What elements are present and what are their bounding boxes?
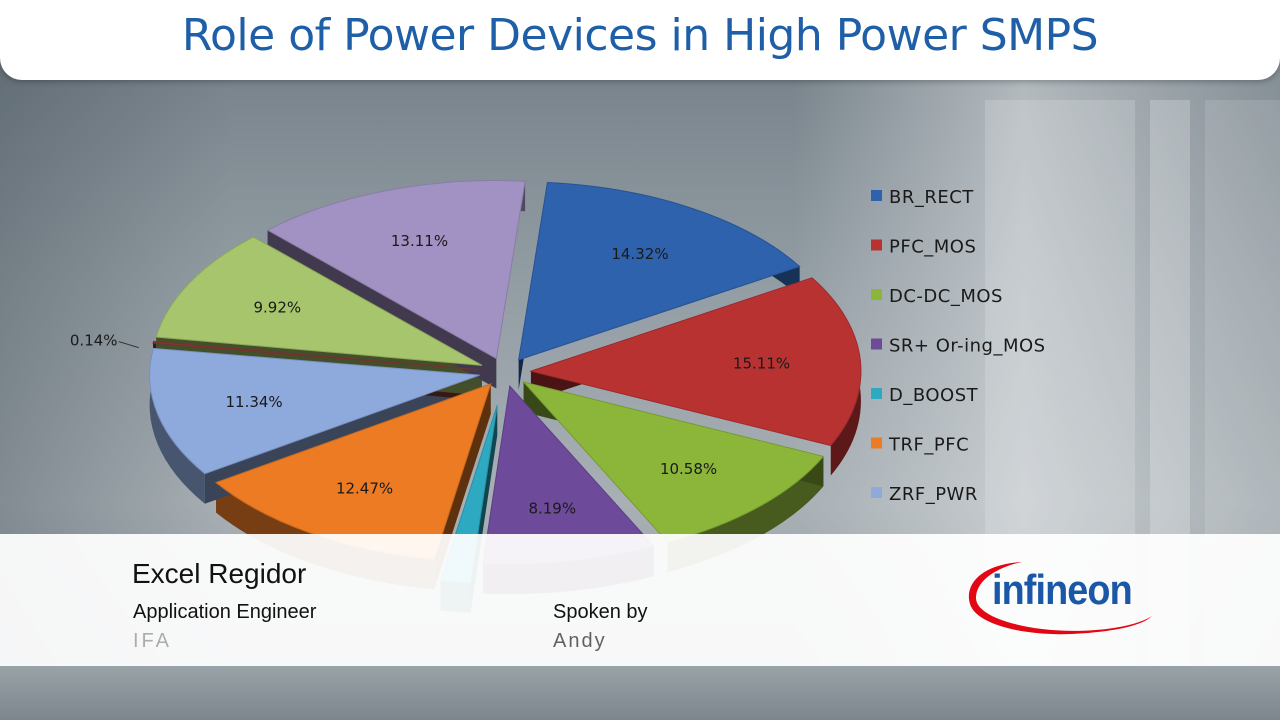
presenter-company: IFA [133,630,173,652]
legend-label: SR+ Or-ing_MOS [889,336,1046,357]
presenter-role: Application Engineer [133,601,317,623]
legend-swatch [871,388,882,399]
pie-slice-side [149,348,205,504]
chart-legend: BR_RECT PFC_MOS DC-DC_MOS SR+ Or-ing_MOS D_B… [871,187,1046,505]
legend-label: D_BOOST [889,385,979,406]
slice-data-label: 0.14% [70,332,118,350]
slice-data-label: 15.11% [733,355,790,373]
background-floor [0,665,1280,720]
slice-data-label: 9.92% [254,299,302,317]
legend-swatch [871,487,882,498]
legend-label: TRF_PFC [888,435,969,456]
pie-slice [152,340,480,371]
slice-data-label: 13.11% [391,232,448,250]
legend-swatch [871,289,882,300]
legend-label: ZRF_PWR [889,484,978,505]
title-bar: Role of Power Devices in High Power SMPS [0,0,1280,80]
slice-data-label: 12.47% [336,479,393,497]
legend-label: DC-DC_MOS [889,286,1003,307]
spoken-by-label: Spoken by [553,601,648,623]
pie-slice [155,236,483,366]
leader-line [118,341,139,349]
pie-slice [149,347,480,475]
logo-text: infineon [992,566,1133,613]
legend-label: BR_RECT [889,187,974,208]
legend-label: PFC_MOS [889,237,976,258]
infineon-logo: infineon [962,554,1157,644]
slice-data-label: 11.34% [225,393,282,411]
legend-swatch [871,190,882,201]
speaker-name: Andy [553,630,607,652]
pie-slice [266,180,526,360]
pie-slice [518,181,801,361]
legend-swatch [871,239,882,251]
legend-swatch [871,437,882,449]
page-title: Role of Power Devices in High Power SMPS [181,10,1099,61]
pie-slice [529,277,862,447]
slice-data-label: 14.32% [611,245,668,263]
lower-third-banner: Excel Regidor Application Engineer IFA S… [0,534,1280,666]
slice-data-label: 10.58% [660,460,717,478]
slice-data-label: 8.19% [528,500,576,518]
presenter-name: Excel Regidor [132,558,307,589]
legend-swatch [871,338,882,350]
